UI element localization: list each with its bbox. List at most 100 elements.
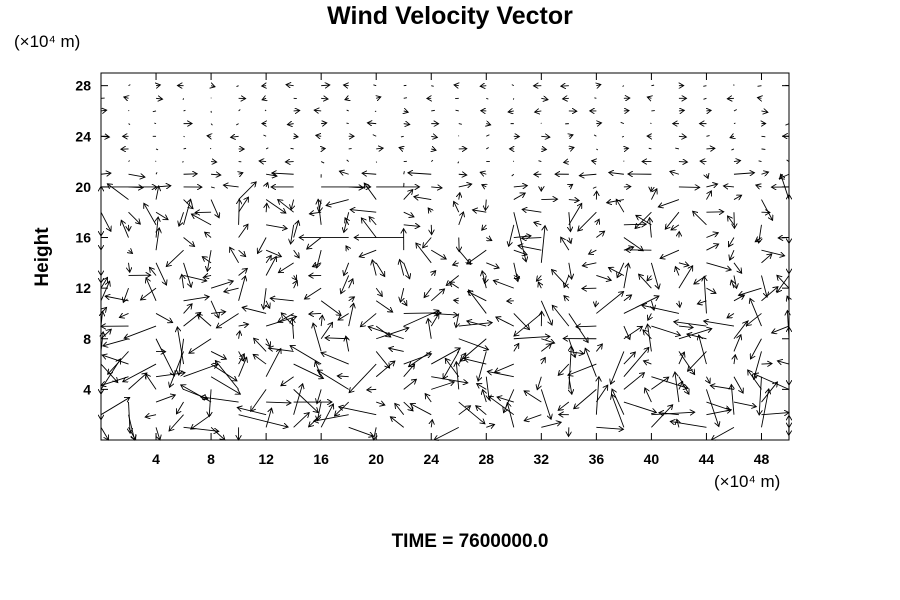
wind-vector — [623, 352, 636, 365]
wind-vector — [403, 97, 408, 99]
vector-layer — [101, 84, 789, 440]
wind-vector — [321, 123, 327, 124]
wind-vector — [339, 171, 349, 174]
wind-vector — [454, 85, 459, 86]
wind-vector — [372, 260, 377, 276]
wind-vector — [236, 85, 239, 88]
wind-vector — [458, 406, 471, 416]
wind-vector — [369, 217, 377, 226]
wind-vector — [316, 135, 321, 136]
wind-vector — [482, 185, 486, 187]
wind-vector — [191, 214, 212, 226]
wind-vector — [453, 263, 459, 265]
wind-vector — [541, 338, 554, 343]
wind-vector — [368, 327, 404, 340]
wind-vector — [404, 301, 407, 306]
wind-vector — [596, 84, 600, 85]
wind-vector — [642, 305, 680, 314]
wind-vector — [679, 300, 680, 308]
wind-vector — [400, 288, 403, 302]
wind-vector — [155, 395, 175, 403]
x-tick-label: 20 — [368, 451, 384, 467]
wind-vector — [650, 122, 652, 125]
wind-vector — [291, 224, 294, 244]
wind-vector — [325, 338, 349, 339]
wind-vector — [761, 172, 768, 174]
wind-vector — [348, 187, 364, 188]
wind-vector — [307, 237, 322, 250]
wind-vector — [320, 300, 341, 316]
wind-vector — [346, 122, 349, 125]
wind-vector — [458, 123, 462, 125]
wind-vector — [376, 148, 383, 149]
wind-vector — [210, 376, 240, 394]
wind-vector — [674, 322, 707, 327]
wind-vector — [772, 325, 790, 333]
wind-vector — [449, 282, 460, 289]
wind-vector — [561, 237, 570, 251]
wind-vector — [197, 314, 212, 327]
wind-vector — [761, 413, 789, 415]
wind-vector — [408, 173, 432, 174]
wind-vector — [733, 335, 741, 352]
wind-vector — [155, 148, 159, 151]
wind-vector — [761, 111, 767, 112]
wind-vector — [317, 401, 322, 421]
wind-vector — [728, 216, 735, 226]
wind-vector — [428, 208, 431, 212]
wind-vector — [265, 147, 269, 150]
wind-vector — [321, 353, 349, 365]
wind-vector — [733, 321, 747, 340]
wind-vector — [589, 250, 597, 254]
wind-vector — [237, 408, 267, 416]
wind-vector — [431, 348, 460, 365]
wind-vector — [359, 249, 377, 257]
wind-vector — [706, 191, 711, 200]
wind-vector — [700, 161, 707, 162]
wind-vector — [345, 98, 349, 99]
wind-vector — [596, 377, 599, 415]
wind-vector — [787, 296, 789, 301]
wind-vector — [129, 402, 131, 433]
wind-vector — [730, 136, 734, 137]
wind-vector — [152, 110, 157, 113]
wind-vector — [108, 351, 129, 374]
x-tick-label: 28 — [478, 451, 494, 467]
wind-vector — [259, 161, 267, 162]
wind-vector — [156, 186, 171, 187]
wind-vector — [349, 363, 377, 393]
wind-vector — [404, 111, 408, 112]
wind-vector — [155, 262, 166, 285]
wind-vector — [290, 147, 294, 150]
wind-vector — [156, 427, 160, 440]
wind-vector — [706, 376, 710, 384]
wind-vector — [482, 225, 487, 230]
wind-vector — [373, 427, 376, 440]
wind-vector — [253, 354, 267, 365]
wind-vector — [678, 266, 693, 289]
y-tick-label: 24 — [75, 128, 91, 144]
wind-vector — [263, 134, 267, 137]
wind-vector — [513, 262, 518, 282]
wind-vector — [215, 361, 239, 390]
wind-vector — [341, 275, 350, 293]
wind-vector — [207, 136, 211, 137]
wind-vector — [128, 123, 131, 125]
wind-vector — [202, 257, 212, 264]
wind-vector — [100, 427, 109, 440]
wind-vector — [779, 174, 790, 178]
wind-vector — [623, 224, 646, 225]
wind-vector — [536, 275, 541, 281]
y-tick-label: 28 — [75, 78, 91, 94]
wind-vector — [278, 200, 294, 213]
wind-vector — [183, 262, 192, 287]
wind-vector — [431, 136, 437, 137]
wind-vector — [733, 122, 736, 125]
wind-vector — [428, 319, 431, 339]
wind-vector — [403, 354, 432, 365]
wind-vector — [209, 389, 211, 416]
wind-vector — [209, 147, 212, 150]
wind-vector — [343, 85, 348, 86]
wind-vector — [623, 401, 657, 413]
wind-vector — [659, 413, 679, 415]
